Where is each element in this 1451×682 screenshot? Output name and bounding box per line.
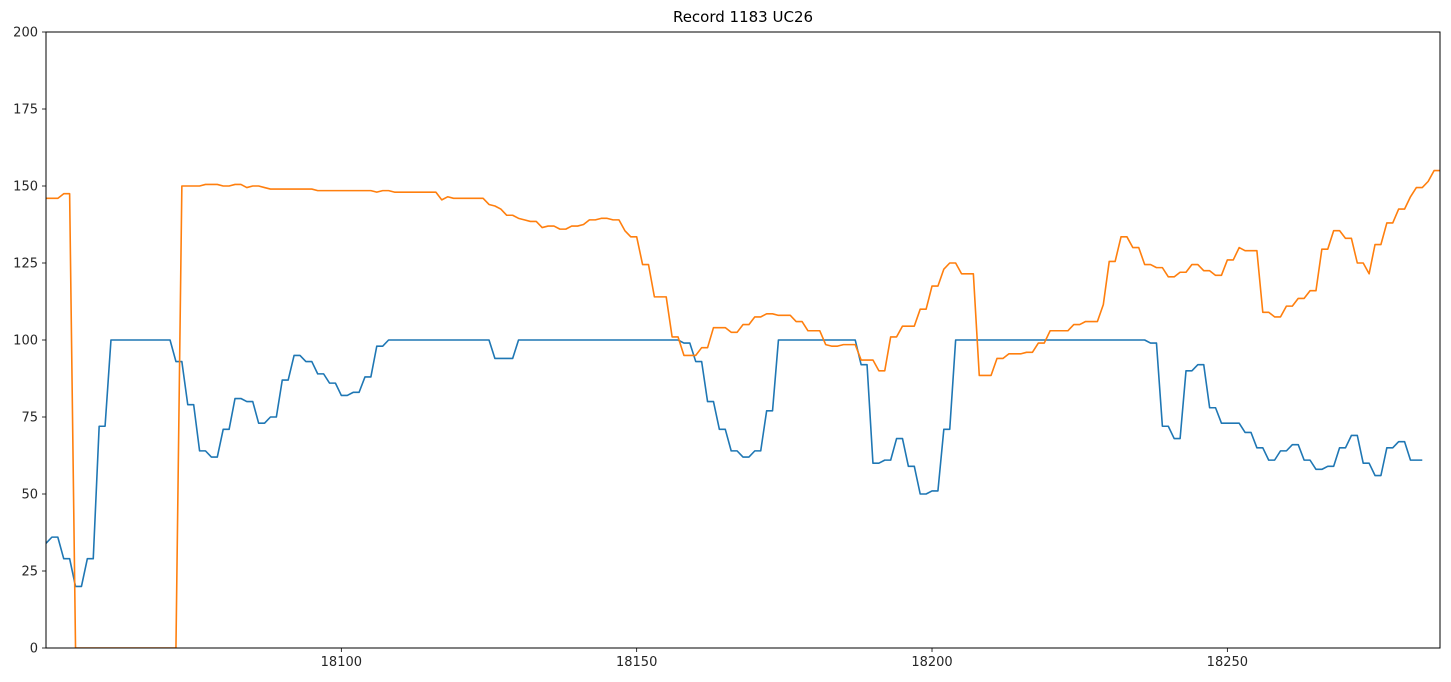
y-tick-label: 150 [13,180,38,195]
x-tick-label: 18250 [1207,655,1248,670]
y-tick-label: 25 [21,565,38,580]
series-layer [46,169,1440,648]
ticks-layer: 18100 18150 18200 18250 0 25 50 75 100 125 150 175 2… [13,26,1248,671]
y-tick-label: 0 [30,642,38,657]
series-line-2 [46,169,1440,648]
x-tick-label: 18100 [321,655,362,670]
series-line-1 [46,339,1423,588]
plot-frame [45,31,1441,649]
chart-title: Record 1183 UC26 [673,8,813,26]
x-tick-label: 18200 [911,655,952,670]
y-tick-label: 75 [21,411,38,426]
y-tick-label: 200 [13,26,38,41]
y-tick-label: 175 [13,103,38,118]
y-tick-label: 125 [13,257,38,272]
x-tick-label: 18150 [616,655,657,670]
y-tick-label: 100 [13,334,38,349]
y-tick-label: 50 [21,488,38,503]
